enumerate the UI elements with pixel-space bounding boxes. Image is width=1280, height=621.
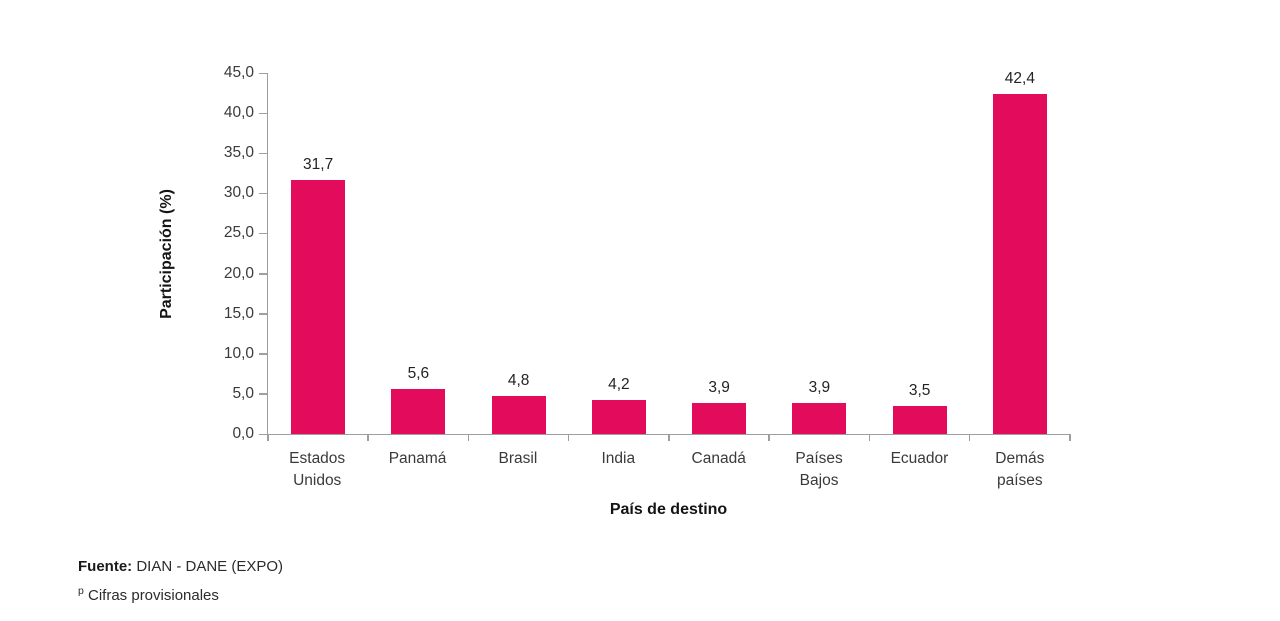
y-tick-label: 35,0 bbox=[223, 144, 254, 162]
source-line: Fuente: DIAN - DANE (EXPO) bbox=[78, 555, 283, 579]
category-label: Demás países bbox=[995, 450, 1045, 489]
x-axis-title: País de destino bbox=[609, 501, 728, 518]
y-axis-tick bbox=[259, 353, 268, 355]
y-tick-label: 10,0 bbox=[223, 344, 254, 362]
bar-value-label: 3,9 bbox=[808, 378, 831, 396]
y-tick-label: 20,0 bbox=[223, 264, 254, 282]
footnote-text: Cifras provisionales bbox=[83, 587, 219, 604]
category-label: Países Bajos bbox=[795, 450, 843, 489]
x-axis-tick bbox=[267, 434, 269, 441]
x-axis-tick bbox=[567, 434, 570, 441]
y-axis-tick bbox=[259, 433, 268, 435]
x-axis-tick bbox=[668, 434, 670, 441]
bar-value-label: 4,2 bbox=[608, 376, 630, 394]
y-axis-tick bbox=[259, 112, 268, 115]
y-tick-label: 5,0 bbox=[232, 384, 254, 402]
bar-value-label: 3,5 bbox=[908, 381, 931, 399]
y-axis-tick bbox=[259, 273, 268, 275]
bar-slot: 4,8 bbox=[469, 73, 569, 434]
y-tick-label: 25,0 bbox=[223, 224, 254, 242]
bar-value-label: 42,4 bbox=[1004, 69, 1035, 87]
category-label: Ecuador bbox=[890, 450, 949, 467]
y-axis-tick bbox=[259, 313, 268, 315]
bars-layer: 31,7 5,6 4,8 4,2 3,9 3,9 3,5 42,4 bbox=[268, 69, 1070, 434]
category-labels: Estados Unidos Panamá Brasil India Canadá Paí… bbox=[267, 448, 1070, 492]
y-axis-tick bbox=[259, 72, 268, 74]
bar bbox=[792, 402, 847, 434]
y-axis-tick bbox=[259, 192, 268, 195]
y-tick-label: 15,0 bbox=[223, 304, 254, 322]
y-axis-title-column: Participación (%) bbox=[146, 73, 188, 435]
category-label: Panamá bbox=[388, 450, 447, 467]
source-label: Fuente: bbox=[78, 558, 133, 575]
y-tick-label: 30,0 bbox=[223, 184, 254, 202]
category-label: Estados Unidos bbox=[289, 450, 346, 489]
category-label: Brasil bbox=[498, 450, 538, 467]
y-tick-label: 0,0 bbox=[232, 425, 254, 442]
y-axis-tick bbox=[259, 393, 268, 395]
bar-value-label: 4,8 bbox=[507, 371, 530, 389]
bar-slot: 3,5 bbox=[870, 73, 970, 434]
footnote-line: p Cifras provisionales bbox=[78, 579, 283, 608]
y-tick-label: 40,0 bbox=[223, 104, 254, 122]
y-axis-tick bbox=[259, 232, 268, 235]
bar-value-label: 5,6 bbox=[407, 365, 430, 383]
x-axis-tick bbox=[1069, 434, 1071, 441]
x-axis-tick bbox=[868, 434, 870, 441]
bar bbox=[692, 402, 747, 434]
bar bbox=[591, 400, 646, 434]
category-label: Canadá bbox=[691, 450, 746, 467]
bar-slot: 42,4 bbox=[970, 69, 1070, 434]
bar-value-label: 3,9 bbox=[708, 378, 730, 396]
x-axis-tick bbox=[968, 434, 971, 441]
y-axis-title: Participación (%) bbox=[158, 189, 175, 319]
bar-value-label: 31,7 bbox=[303, 155, 334, 173]
bar bbox=[291, 179, 346, 434]
bar-slot: 4,2 bbox=[569, 73, 669, 434]
bar-slot: 3,9 bbox=[769, 73, 869, 434]
bar-slot: 31,7 bbox=[268, 73, 368, 434]
bar-slot: 3,9 bbox=[669, 73, 769, 434]
source-text: DIAN - DANE (EXPO) bbox=[132, 558, 284, 575]
y-axis-tick bbox=[259, 152, 268, 155]
bar bbox=[491, 395, 546, 434]
plot-area: 0,0 5,0 10,0 15,0 20,0 25,0 30,0 35,0 40,0 45,0 31… bbox=[224, 64, 1071, 442]
footnote-superscript: p bbox=[78, 585, 84, 597]
category-label: India bbox=[601, 450, 636, 467]
bar-slot: 5,6 bbox=[368, 73, 468, 434]
bar bbox=[391, 389, 446, 434]
y-tick-label: 45,0 bbox=[223, 64, 254, 81]
footer: Fuente: DIAN - DANE (EXPO) p Cifras prov… bbox=[78, 555, 283, 608]
x-axis-tick bbox=[367, 434, 369, 441]
x-axis-tick bbox=[467, 434, 469, 441]
bar bbox=[992, 93, 1047, 434]
bar bbox=[892, 405, 947, 434]
x-axis-tick bbox=[768, 434, 770, 441]
